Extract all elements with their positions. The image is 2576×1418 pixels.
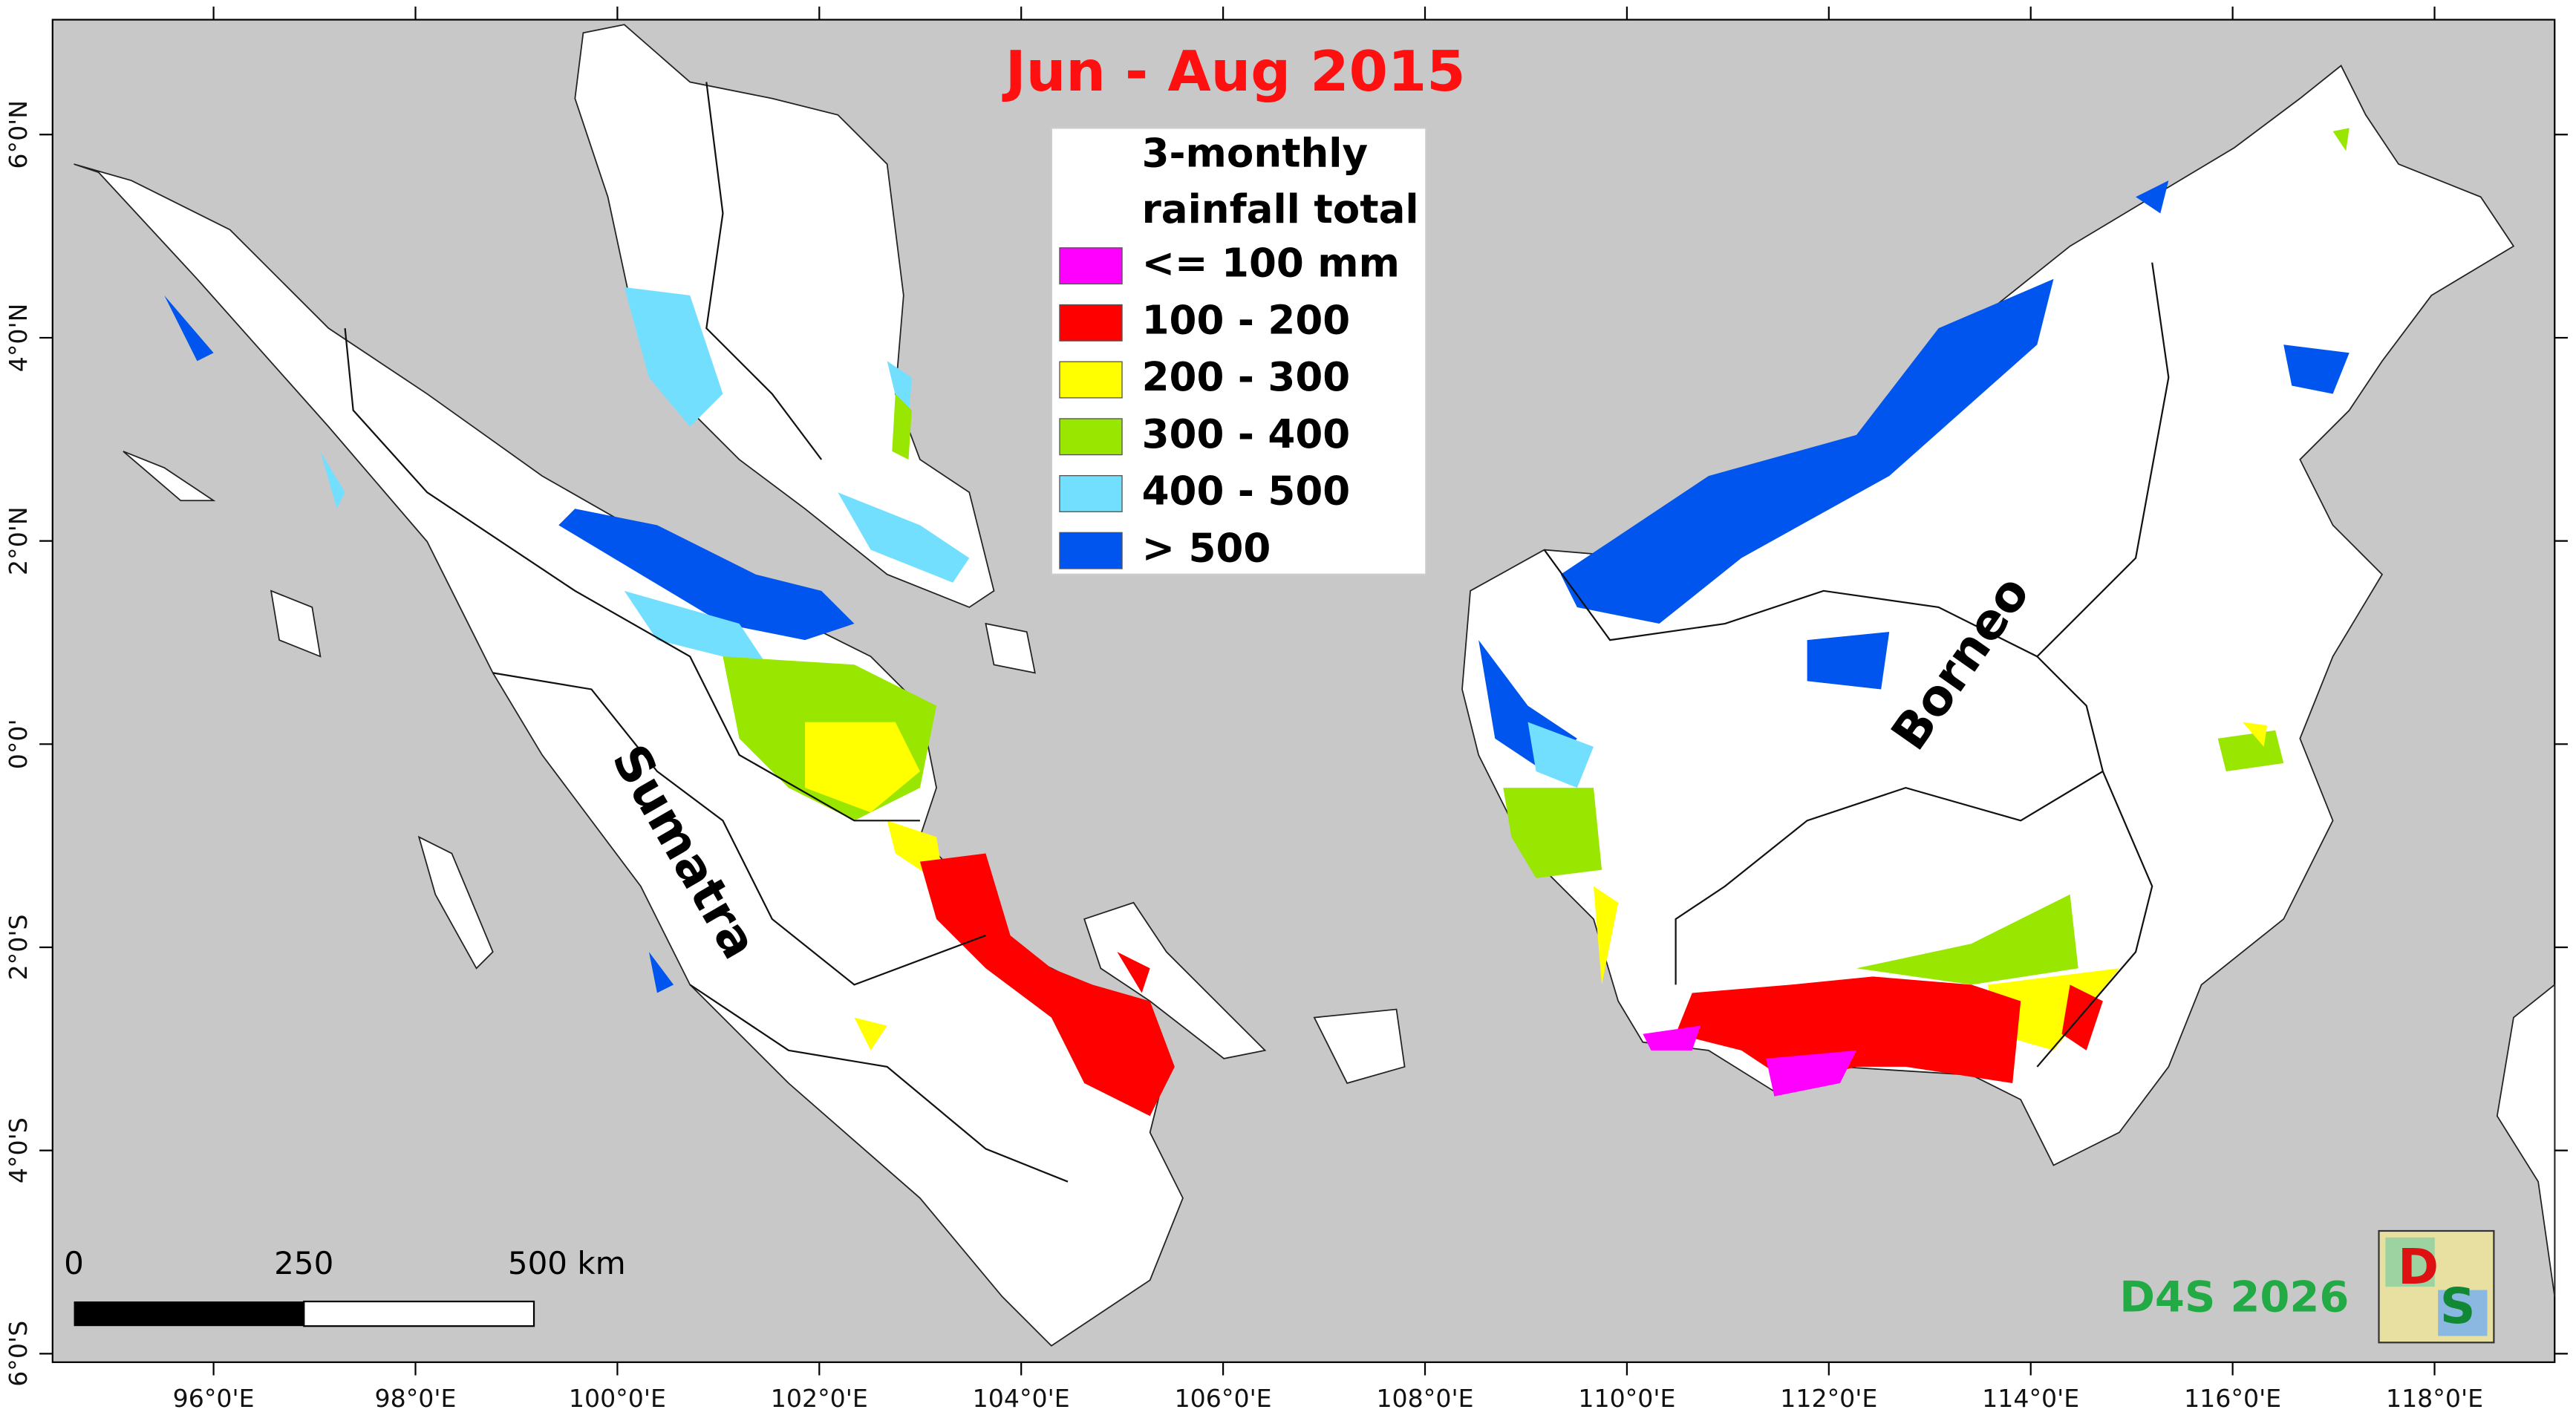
rainfall-patch	[1527, 722, 1594, 788]
rainfall-patch	[2332, 128, 2350, 151]
legend-swatch	[1059, 474, 1123, 512]
legend-label: > 500	[1142, 525, 1271, 571]
lon-label: 104°0'E	[973, 1384, 1070, 1413]
rainfall-patch	[2217, 730, 2284, 772]
lat-label: 2°0'N	[4, 506, 33, 575]
rainfall-patch	[2242, 722, 2268, 747]
province-border	[2036, 771, 2153, 1068]
legend-label: 200 - 300	[1142, 354, 1351, 400]
lon-label: 98°0'E	[375, 1384, 457, 1413]
scale-label: 500 km	[508, 1245, 626, 1281]
scale-label: 250	[274, 1245, 333, 1281]
logo-tile	[2385, 1237, 2435, 1287]
legend-label: <= 100 mm	[1142, 241, 1400, 287]
rainfall-patch	[320, 451, 345, 509]
axes: 96°0'E 98°0'E 100°0'E 102°0'E 104°0'E 106°0'E…	[4, 6, 2568, 1413]
legend-swatch	[1059, 532, 1123, 569]
belitung	[1313, 1008, 1406, 1085]
credit: D4S 2026	[2119, 1272, 2349, 1321]
rainfall-patch	[2136, 180, 2169, 214]
rainfall-patch	[624, 287, 723, 427]
borders	[344, 82, 2170, 1183]
rainfall-patch	[558, 509, 855, 641]
legend-swatch	[1059, 418, 1123, 456]
lon-label: 118°0'E	[2386, 1384, 2483, 1413]
simeulue	[123, 451, 216, 502]
map-title: Jun - Aug 2015	[1002, 39, 1466, 104]
scale-segment	[303, 1300, 535, 1327]
province-border	[344, 328, 920, 822]
legend-label: 100 - 200	[1142, 297, 1351, 343]
rainfall-patch	[1675, 976, 2021, 1084]
rainfall-patch	[1807, 632, 1890, 690]
scale-segment	[74, 1301, 304, 1327]
scale-label: 0	[64, 1245, 84, 1281]
rainfall-patch	[1766, 1050, 1856, 1097]
lat-label: 6°0'S	[4, 1321, 33, 1387]
legend-swatch	[1059, 361, 1123, 399]
rainfall-patch	[624, 590, 772, 673]
legend-label: 400 - 500	[1142, 468, 1351, 514]
land	[74, 24, 2556, 1347]
rainfall-patch	[838, 492, 970, 583]
rainfall-patch	[1117, 952, 1150, 993]
siberut	[417, 835, 494, 970]
rainfall-patch	[648, 952, 674, 993]
rainfall-patch	[1643, 1025, 1701, 1051]
province-border	[1543, 262, 2170, 658]
rainfall-patch	[1987, 968, 2119, 1051]
province-border	[492, 672, 986, 986]
legend-title: rainfall total	[1142, 186, 1419, 232]
bangka	[1083, 901, 1267, 1059]
lon-label: 114°0'E	[1982, 1384, 2079, 1413]
lon-label: 112°0'E	[1780, 1384, 1877, 1413]
province-border	[705, 82, 823, 460]
province-border	[689, 984, 1069, 1183]
province-border	[1675, 656, 2104, 985]
logo-tile	[2438, 1290, 2488, 1336]
sulawesi-edge	[2496, 983, 2556, 1297]
rainfall-patch	[1560, 278, 2054, 624]
logo: D S	[2378, 1229, 2495, 1344]
lat-label: 2°0'S	[4, 915, 33, 981]
riau-islands	[985, 622, 1036, 674]
legend-swatch	[1059, 247, 1123, 285]
legend-swatch	[1059, 304, 1123, 342]
rainfall-patch	[1503, 788, 1602, 878]
lon-label: 106°0'E	[1175, 1384, 1272, 1413]
lat-label: 0°0'	[4, 719, 33, 769]
rainfall-patch	[892, 393, 912, 460]
lon-label: 108°0'E	[1376, 1384, 1473, 1413]
legend-label: 300 - 400	[1142, 411, 1351, 457]
logo-letter: D	[2398, 1238, 2439, 1296]
lat-label: 4°0'S	[4, 1117, 33, 1183]
rainfall-patch	[2283, 344, 2350, 394]
scale-bar: 0 250 500 km	[64, 1245, 626, 1327]
legend: 3-monthly rainfall total <= 100 mm 100 - 20…	[1050, 127, 1427, 575]
rainfall-patch	[805, 722, 920, 813]
lon-label: 100°0'E	[569, 1384, 666, 1413]
lon-label: 110°0'E	[1578, 1384, 1675, 1413]
rainfall-patches	[164, 128, 2350, 1117]
lon-label: 116°0'E	[2184, 1384, 2281, 1413]
nias	[270, 589, 322, 658]
lon-label: 96°0'E	[173, 1384, 255, 1413]
rainfall-patch	[164, 295, 214, 362]
rainfall-patch	[1856, 894, 2078, 985]
legend-title: 3-monthly	[1142, 131, 1369, 177]
lat-label: 4°0'N	[4, 304, 33, 373]
lon-label: 102°0'E	[771, 1384, 868, 1413]
lat-label: 6°0'N	[4, 100, 33, 169]
rainfall-patch	[919, 853, 1175, 1117]
rainfall-patch	[854, 1017, 887, 1051]
logo-letter: S	[2440, 1277, 2476, 1335]
